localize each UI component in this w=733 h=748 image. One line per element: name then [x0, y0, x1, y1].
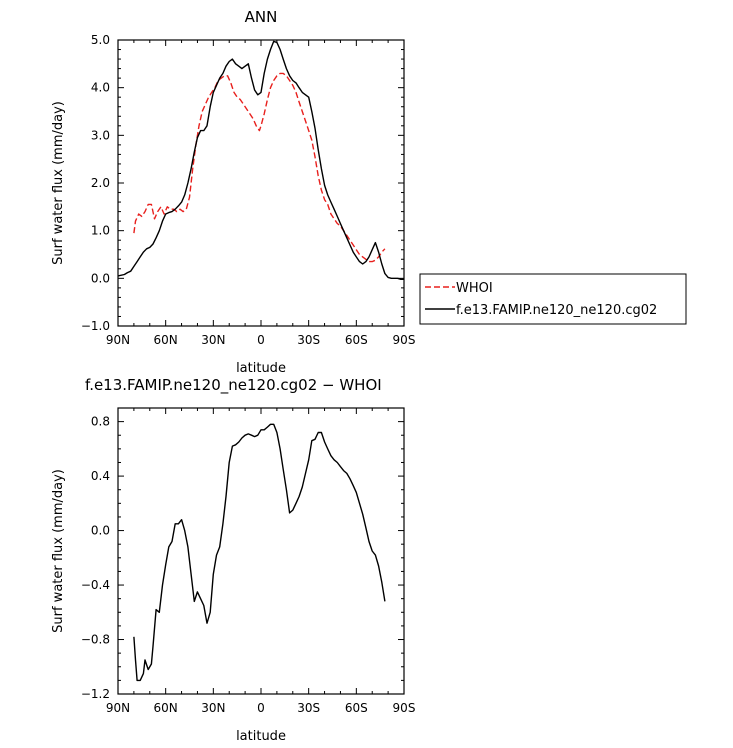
x-tick-label: 90N	[106, 333, 130, 347]
legend: WHOI f.e13.FAMIP.ne120_ne120.cg02	[419, 273, 687, 325]
x-tick-label: 90S	[393, 701, 416, 715]
x-tick-label: 90N	[106, 701, 130, 715]
x-tick-label: 60N	[154, 333, 178, 347]
x-tick-label: 30N	[201, 701, 225, 715]
series-line-whoi	[133, 72, 386, 263]
plot-frame	[117, 407, 405, 695]
y-axis-label: Surf water flux (mm/day)	[51, 469, 66, 633]
plot-frame	[117, 39, 405, 327]
y-tick-label: 4.0	[91, 81, 110, 95]
y-tick-label: 2.0	[91, 176, 110, 190]
y-tick-label: −0.4	[81, 578, 110, 592]
x-tick-label: 0	[257, 701, 265, 715]
x-axis-label: latitude	[236, 361, 286, 376]
x-tick-label: 30N	[201, 333, 225, 347]
y-tick-label: 5.0	[91, 33, 110, 47]
x-tick-label: 60N	[154, 701, 178, 715]
x-axis-label: latitude	[236, 729, 286, 744]
y-tick-label: −1.0	[81, 319, 110, 333]
x-tick-label: 60S	[345, 333, 368, 347]
y-tick-label: 0.8	[91, 415, 110, 429]
y-tick-label: −0.8	[81, 633, 110, 647]
chart-panel-2: 90N 60N 30N 0 30S 60S 90S −1.2 −0.8 −0.4 0.0 0.4 0.8…	[51, 376, 415, 744]
series-line-f-e13-famip-ne120-ne120-cg02	[117, 40, 404, 280]
chart-panel-1: 90N 60N 30N 0 30S 60S 90S −1.0 0.0 1.0 2.0 3.0 4.0 5.…	[51, 8, 687, 376]
legend-label: f.e13.FAMIP.ne120_ne120.cg02	[456, 303, 657, 318]
x-tick-label: 0	[257, 333, 265, 347]
x-tick-label: 90S	[393, 333, 416, 347]
series-line-1	[133, 423, 386, 682]
legend-label: WHOI	[456, 281, 493, 296]
chart-title: f.e13.FAMIP.ne120_ne120.cg02 − WHOI	[85, 376, 382, 395]
x-tick-label: 60S	[345, 701, 368, 715]
y-tick-label: 3.0	[91, 128, 110, 142]
y-tick-label: −1.2	[81, 687, 110, 701]
y-axis-label: Surf water flux (mm/day)	[51, 101, 66, 265]
x-tick-label: 30S	[297, 701, 320, 715]
legend-box	[419, 273, 687, 325]
x-tick-label: 30S	[297, 333, 320, 347]
y-tick-label: 0.0	[91, 271, 110, 285]
chart-title: ANN	[245, 8, 278, 26]
y-tick-label: 1.0	[91, 224, 110, 238]
y-tick-label: 0.4	[91, 469, 110, 483]
y-tick-label: 0.0	[91, 524, 110, 538]
